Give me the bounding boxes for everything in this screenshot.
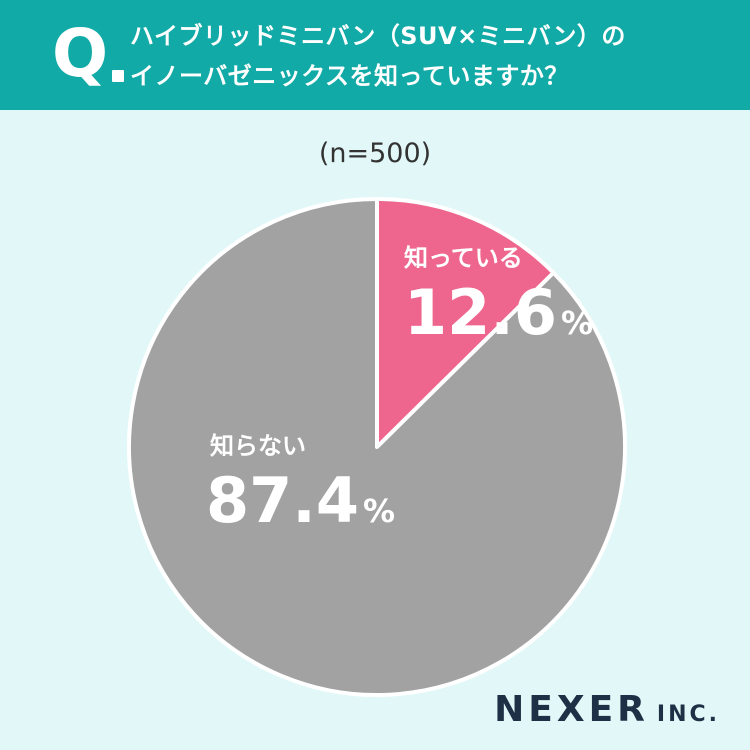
nexer-logo: NEXER INC. <box>494 689 720 730</box>
slice-value-dont-know: 87.4% <box>206 470 395 542</box>
logo-main: NEXER <box>494 689 649 730</box>
question-line-1: ハイブリッドミニバン（SUV×ミニバン）の <box>130 22 626 50</box>
q-mark: Q <box>52 15 109 92</box>
q-dot <box>112 70 124 82</box>
pie-slice-1 <box>127 197 627 697</box>
slice-value-know-number: 12.6 <box>404 276 557 349</box>
question-line-2: イノーバゼニックスを知っていますか？ <box>130 62 569 90</box>
slice-value-know: 12.6% <box>404 282 593 354</box>
pie-slice-0 <box>375 197 556 449</box>
slice-label-know: 知っている <box>404 244 523 272</box>
question-header: Q ハイブリッドミニバン（SUV×ミニバン）の イノーバゼニックスを知っています… <box>0 0 750 110</box>
logo-sub: INC. <box>656 702 720 727</box>
slice-value-dont-know-number: 87.4 <box>206 464 359 537</box>
slice-value-know-unit: % <box>560 304 594 342</box>
slice-label-dont-know: 知らない <box>210 432 306 460</box>
slice-value-dont-know-unit: % <box>362 492 396 530</box>
sample-size: (n=500) <box>318 138 432 169</box>
